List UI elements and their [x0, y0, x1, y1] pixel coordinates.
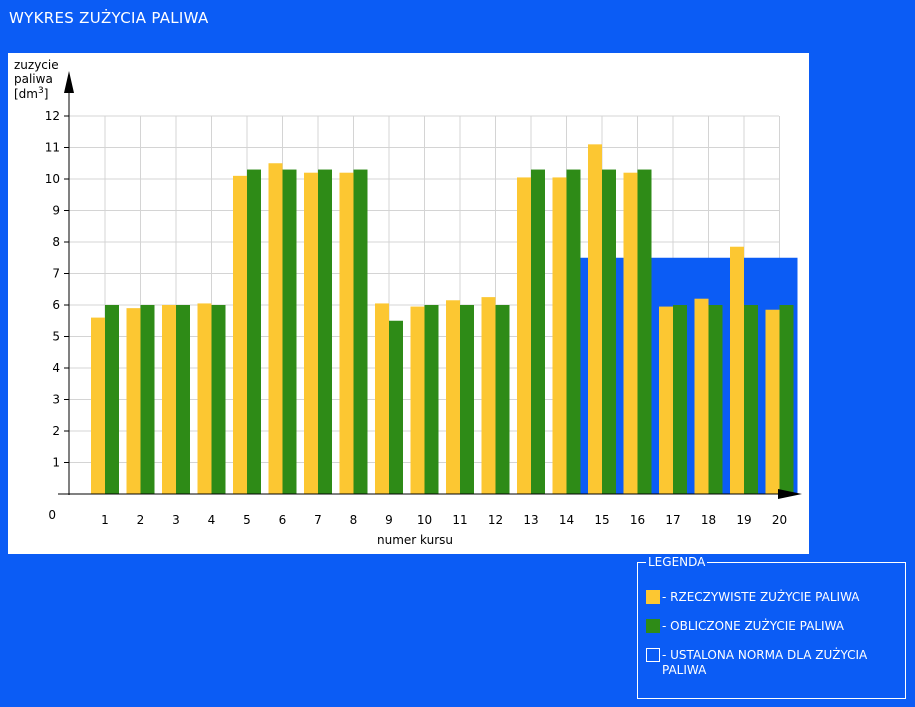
bar-calculated-1	[105, 305, 119, 494]
bar-calculated-3	[176, 305, 190, 494]
bar-actual-10	[410, 306, 425, 494]
bar-actual-2	[126, 308, 141, 494]
legend-title: LEGENDA	[646, 555, 708, 570]
bar-actual-5	[233, 175, 247, 494]
bar-calculated-14	[566, 169, 581, 495]
y-tick-label: 7	[52, 267, 60, 281]
bar-calculated-13	[531, 169, 545, 495]
bar-calculated-11	[460, 305, 474, 494]
y-tick-label: 6	[52, 298, 60, 312]
x-tick-label: 6	[279, 513, 287, 527]
bar-actual-19	[730, 246, 744, 494]
legend-label-actual: - RZECZYWISTE ZUŻYCIE PALIWA	[662, 590, 860, 604]
x-tick-label: 2	[137, 513, 145, 527]
bar-actual-18	[694, 298, 709, 494]
x-tick-label: 12	[488, 513, 503, 527]
bar-calculated-18	[708, 305, 723, 494]
y-tick-label: 2	[52, 424, 60, 438]
x-tick-label: 17	[665, 513, 680, 527]
y-axis-title-unit: [dm3]	[14, 86, 48, 101]
x-tick-label: 4	[208, 513, 216, 527]
legend-swatch-actual	[646, 590, 660, 604]
bar-actual-9	[375, 303, 389, 494]
bar-actual-1	[91, 317, 105, 494]
y-tick-label: 10	[45, 172, 60, 186]
chart-panel: 0 1 2 3 4 5 6 7 8 9 10 11 12 1 2 3 4 5 6 7 8 9 10 11 12 13 14 15 16 1…	[8, 53, 809, 554]
legend-label-calculated: - OBLICZONE ZUŻYCIE PALIWA	[662, 619, 844, 633]
bar-calculated-12	[495, 305, 510, 494]
x-tick-label: 1	[101, 513, 109, 527]
bar-actual-7	[304, 172, 318, 494]
legend: LEGENDA - RZECZYWISTE ZUŻYCIE PALIWA - O…	[637, 555, 906, 699]
bar-calculated-4	[211, 305, 226, 494]
x-tick-label: 16	[630, 513, 645, 527]
y-tick-label: 11	[45, 141, 60, 155]
bar-calculated-15	[602, 169, 616, 495]
bar-calculated-19	[744, 305, 758, 494]
y-tick-label: 0	[48, 508, 56, 522]
x-tick-label: 20	[772, 513, 787, 527]
y-axis-title-line1: zuzycie	[14, 58, 59, 72]
bar-calculated-8	[353, 169, 368, 495]
y-tick-label: 9	[52, 204, 60, 218]
x-tick-label: 14	[559, 513, 574, 527]
x-tick-label: 19	[736, 513, 751, 527]
x-tick-label: 18	[701, 513, 716, 527]
y-axis-title-line2: paliwa	[14, 72, 53, 86]
x-tick-label: 7	[314, 513, 322, 527]
y-tick-label: 4	[52, 361, 60, 375]
x-tick-label: 5	[243, 513, 251, 527]
y-tick-label: 8	[52, 235, 60, 249]
bar-actual-12	[481, 297, 496, 494]
page-title: WYKRES ZUŻYCIA PALIWA	[9, 9, 209, 27]
x-tick-label: 3	[172, 513, 180, 527]
bar-calculated-6	[282, 169, 297, 495]
x-tick-label: 8	[350, 513, 358, 527]
bar-calculated-5	[247, 169, 261, 495]
bar-actual-13	[517, 177, 531, 495]
y-tick-label: 12	[45, 109, 60, 123]
y-axis-arrow	[64, 71, 74, 93]
bar-actual-6	[268, 163, 283, 494]
x-tick-label: 13	[523, 513, 538, 527]
bar-actual-15	[588, 144, 602, 494]
bar-calculated-7	[318, 169, 332, 495]
x-tick-label: 9	[385, 513, 393, 527]
bar-actual-17	[659, 306, 673, 494]
y-tick-label: 1	[52, 456, 60, 470]
x-tick-label: 10	[417, 513, 432, 527]
y-tick-label: 3	[52, 393, 60, 407]
x-axis-title: numer kursu	[377, 533, 453, 547]
bar-actual-3	[162, 305, 176, 494]
x-tick-label: 11	[452, 513, 467, 527]
bar-actual-20	[765, 309, 780, 494]
bar-actual-8	[339, 172, 354, 494]
legend-label-norm: - USTALONA NORMA DLA ZUŻYCIA PALIWA	[662, 648, 868, 677]
bar-actual-4	[197, 303, 212, 494]
bar-actual-16	[623, 172, 638, 494]
bar-calculated-16	[637, 169, 652, 495]
bar-actual-14	[552, 177, 567, 495]
legend-swatch-norm	[646, 648, 660, 662]
x-axis-arrow	[778, 489, 802, 499]
y-tick-label: 5	[52, 330, 60, 344]
bar-calculated-20	[779, 305, 794, 494]
bar-calculated-9	[389, 320, 403, 494]
x-tick-label: 15	[594, 513, 609, 527]
bar-calculated-17	[673, 305, 687, 494]
bar-calculated-10	[424, 305, 439, 494]
bar-actual-11	[446, 300, 460, 494]
legend-swatch-calculated	[646, 619, 660, 633]
bar-calculated-2	[140, 305, 155, 494]
